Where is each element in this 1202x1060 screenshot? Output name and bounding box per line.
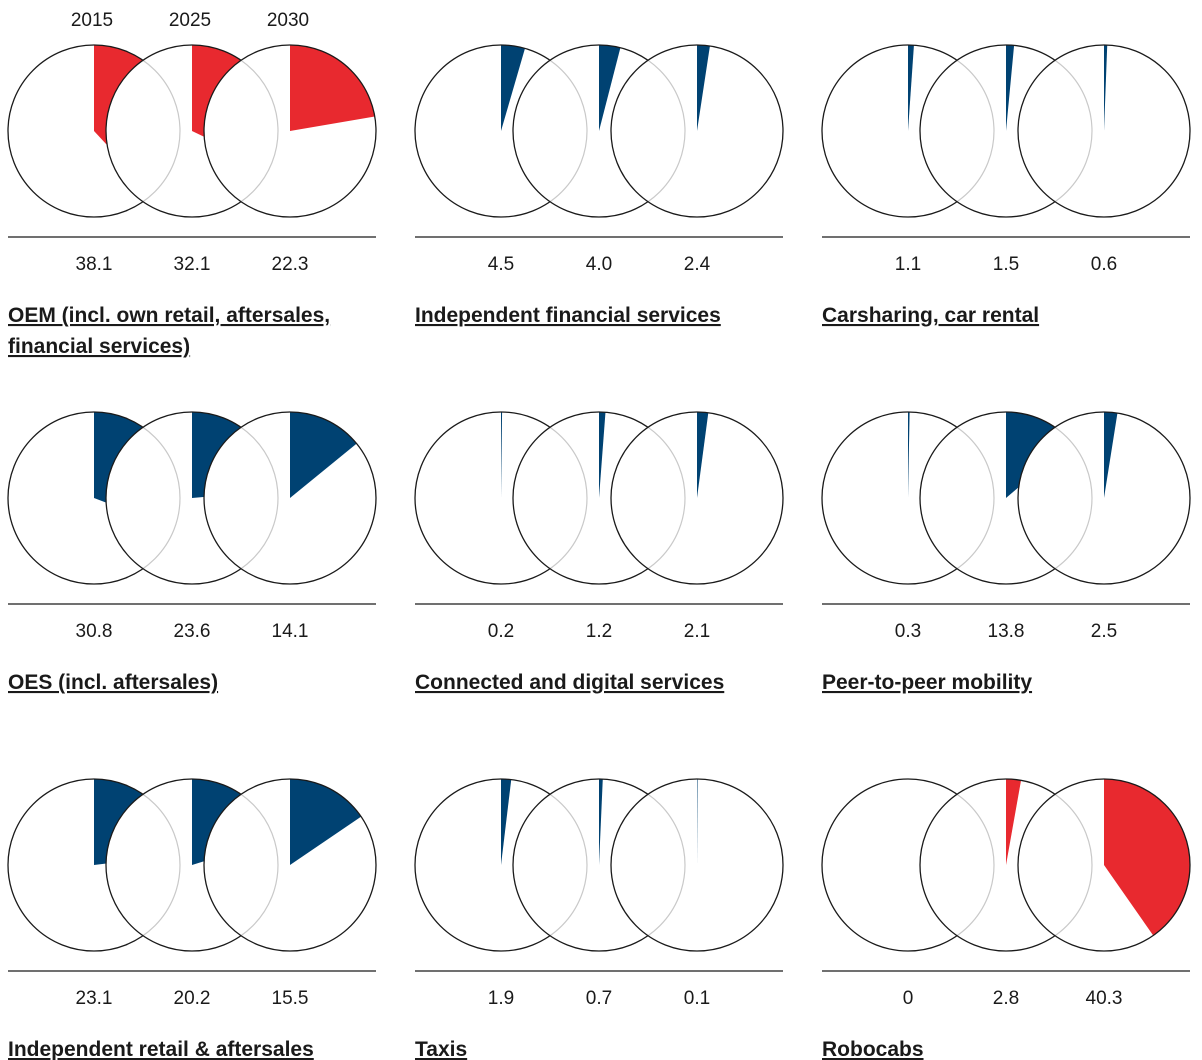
pie-overlap-outline	[513, 779, 588, 951]
pie-panel: 30.8 23.6 14.1 OES (incl. aftersales)	[7, 411, 377, 694]
panel-title[interactable]: Carsharing, car rental	[822, 304, 1039, 327]
value-label-2015: 1.9	[488, 988, 514, 1009]
pie-slice-2030	[290, 45, 375, 131]
pie-slice-2025	[599, 45, 621, 131]
pie-outline	[1017, 411, 1191, 585]
pie-outline	[610, 411, 784, 585]
pie-overlap-outline	[920, 412, 995, 584]
value-label-2025: 0.7	[586, 988, 612, 1009]
year-label-2030: 2030	[267, 10, 309, 31]
pie-slice-2030	[697, 778, 698, 865]
pie-overlap-outline	[204, 412, 279, 584]
pie-overlap-outline	[611, 412, 686, 584]
pie-outline	[610, 778, 784, 952]
panel-title[interactable]: Peer-to-peer mobility	[822, 671, 1032, 694]
pie-outline	[1017, 778, 1191, 952]
value-label-2015: 38.1	[76, 254, 113, 275]
pie-overlap-outline	[106, 45, 181, 217]
pie-slice-2015	[501, 779, 512, 865]
value-label-2015: 0	[903, 988, 914, 1009]
pie-overlap-outline	[1018, 412, 1093, 584]
value-label-2025: 32.1	[174, 254, 211, 275]
pie-panel: 23.1 20.2 15.5 Independent retail & aftersa…	[7, 778, 377, 1060]
value-label-2015: 0.3	[895, 621, 921, 642]
panel-title[interactable]: Independent financial services	[415, 304, 721, 327]
panel-title[interactable]: Taxis	[415, 1038, 467, 1060]
pie-outline	[203, 411, 377, 585]
value-label-2015: 0.2	[488, 621, 514, 642]
pie-overlap-outline	[611, 779, 686, 951]
pie-panel: 1.1 1.5 0.6 Carsharing, car rental	[821, 44, 1191, 327]
pie-overlap-outline	[204, 45, 279, 217]
pie-slice-2025	[599, 411, 606, 498]
value-label-2015: 4.5	[488, 254, 514, 275]
pie-panel: 0 2.8 40.3 Robocabs	[821, 778, 1191, 1060]
pie-panel: 4.5 4.0 2.4 Independent financial services	[414, 44, 784, 327]
value-label-2015: 23.1	[76, 988, 113, 1009]
panel-title[interactable]: Independent retail & aftersales	[8, 1038, 314, 1060]
pie-slice-2015	[501, 412, 503, 498]
pie-overlap-outline	[920, 779, 995, 951]
pie-slice-2025	[599, 778, 603, 865]
pie-slice-2030	[290, 412, 357, 498]
year-label-2025: 2025	[169, 10, 211, 31]
value-label-2025: 20.2	[174, 988, 211, 1009]
pie-outline	[203, 44, 377, 218]
pie-slice-2025	[1006, 45, 1015, 131]
panels: 38.1 32.1 22.3 OEM (incl. own retail, after…	[7, 44, 1191, 1060]
panel-title[interactable]: OEM (incl. own retail, aftersales,	[8, 304, 330, 327]
pie-slice-2015	[501, 45, 525, 131]
pie-slice-2030	[697, 45, 710, 131]
value-label-2030: 14.1	[272, 621, 309, 642]
value-label-2030: 2.5	[1091, 621, 1117, 642]
pie-panel: 0.3 13.8 2.5 Peer-to-peer mobility	[821, 411, 1191, 694]
value-label-2025: 13.8	[988, 621, 1025, 642]
pie-slice-2015	[908, 412, 910, 498]
pie-overlap-outline	[1018, 779, 1093, 951]
year-label-2015: 2015	[71, 10, 113, 31]
pie-outline	[203, 778, 377, 952]
pie-overlap-outline	[513, 412, 588, 584]
pie-panel: 38.1 32.1 22.3 OEM (incl. own retail, after…	[7, 44, 377, 358]
pie-overlap-outline	[513, 45, 588, 217]
value-label-2030: 2.4	[684, 254, 711, 275]
pie-overlap-outline	[920, 45, 995, 217]
pie-overlap-outline	[1018, 45, 1093, 217]
panel-title[interactable]: financial services)	[8, 335, 190, 358]
pie-slice-2015	[908, 45, 914, 131]
value-label-2025: 1.5	[993, 254, 1019, 275]
value-label-2030: 22.3	[272, 254, 309, 275]
pie-overlap-outline	[106, 412, 181, 584]
panel-title[interactable]: OES (incl. aftersales)	[8, 671, 218, 694]
pie-slice-2030	[1104, 779, 1191, 936]
value-label-2030: 0.6	[1091, 254, 1117, 275]
pie-slice-2030	[290, 779, 362, 865]
value-label-2030: 40.3	[1086, 988, 1123, 1009]
pie-slice-2025	[1006, 779, 1022, 865]
pie-slice-2030	[697, 412, 709, 498]
pie-overlap-outline	[106, 779, 181, 951]
pie-slice-2030	[1104, 44, 1108, 131]
value-label-2030: 0.1	[684, 988, 710, 1009]
pie-overlap-outline	[204, 779, 279, 951]
value-label-2025: 4.0	[586, 254, 612, 275]
pie-slice-2030	[1104, 412, 1118, 498]
pie-panel: 1.9 0.7 0.1 Taxis	[414, 778, 784, 1060]
value-label-2015: 1.1	[895, 254, 921, 275]
panel-title[interactable]: Connected and digital services	[415, 671, 724, 694]
value-label-2015: 30.8	[76, 621, 113, 642]
pie-overlap-outline	[611, 45, 686, 217]
pie-outline	[1017, 44, 1191, 218]
value-label-2025: 1.2	[586, 621, 612, 642]
panel-title[interactable]: Robocabs	[822, 1038, 924, 1060]
pie-outline	[610, 44, 784, 218]
value-label-2030: 15.5	[272, 988, 309, 1009]
value-label-2030: 2.1	[684, 621, 710, 642]
year-labels: 2015 2025 2030	[71, 10, 309, 31]
pie-panel: 0.2 1.2 2.1 Connected and digital services	[414, 411, 784, 694]
value-label-2025: 2.8	[993, 988, 1019, 1009]
value-label-2025: 23.6	[174, 621, 211, 642]
